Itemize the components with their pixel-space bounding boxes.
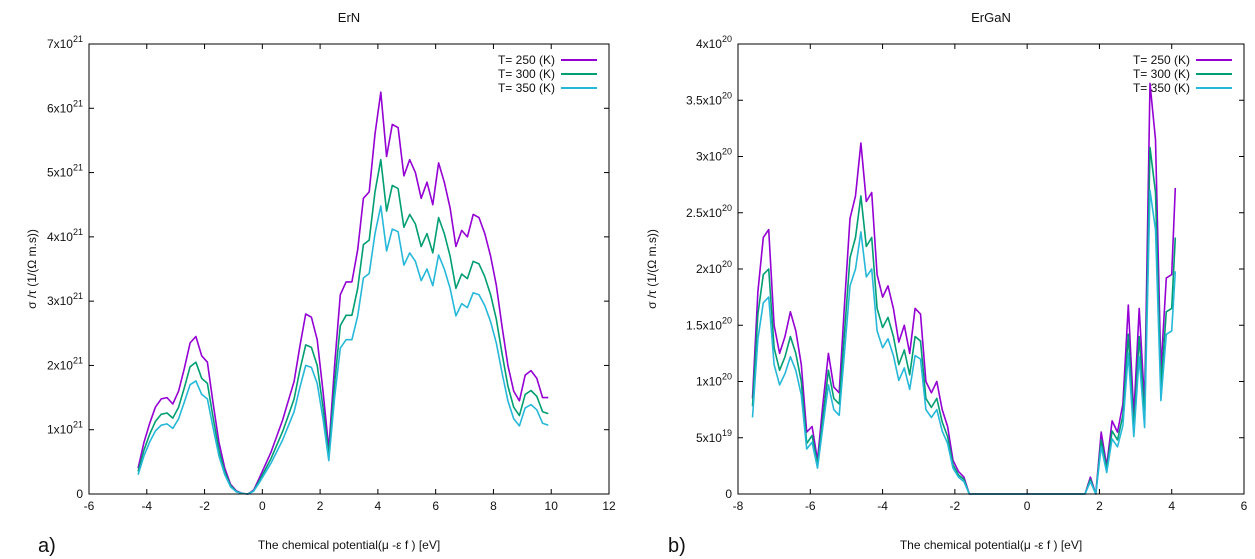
plot-frame xyxy=(88,43,610,495)
y-tick-label: 3x1021 xyxy=(47,291,83,308)
x-tick-label: -8 xyxy=(733,499,744,513)
x-axis-label: The chemical potential(μ -ε f ) [eV] xyxy=(258,538,440,552)
y-axis-label: σ /τ (1/(Ω m.s)) xyxy=(645,229,659,309)
panel-label: b) xyxy=(668,535,686,557)
chart-panel-ergan: -8 -6 -4 -2 0 2 4 6 0 5x1019 1x1020 1.5x1020 2x1020… xyxy=(645,10,1248,557)
series-line-250k xyxy=(137,91,549,495)
series-line-350k xyxy=(137,205,549,495)
series-line-250k xyxy=(751,82,1177,495)
y-tick-label: 7x1021 xyxy=(47,34,83,51)
x-tick-label: 4 xyxy=(375,499,382,513)
y-tick-label: 1x1021 xyxy=(47,420,83,437)
x-tick-label: 4 xyxy=(1168,499,1175,513)
y-tick-label: 0 xyxy=(76,487,83,501)
legend-label: T= 250 (K) xyxy=(1133,53,1190,67)
chart-title: ErGaN xyxy=(971,10,1011,25)
x-tick-label: -4 xyxy=(141,499,152,513)
y-tick-label: 5x1019 xyxy=(696,428,732,445)
x-tick-label: 8 xyxy=(490,499,497,513)
y-tick-label: 4x1021 xyxy=(47,227,83,244)
y-tick-label: 3x1020 xyxy=(696,147,732,164)
plot-area xyxy=(738,44,1244,494)
y-tick-label: 3.5x1020 xyxy=(686,90,732,107)
x-tick-label: 10 xyxy=(545,499,559,513)
x-tick-label: 2 xyxy=(1096,499,1103,513)
x-axis-label: The chemical potential(μ -ε f ) [eV] xyxy=(900,538,1082,552)
series-line-350k xyxy=(751,189,1177,495)
y-tick-label: 2x1020 xyxy=(696,259,732,276)
series-line-300k xyxy=(137,158,549,495)
legend-label: T= 350 (K) xyxy=(498,81,555,95)
y-axis-label: σ /τ (1/(Ω m.s)) xyxy=(25,229,39,309)
x-tick-label: 6 xyxy=(432,499,439,513)
plot-area xyxy=(89,44,609,494)
legend-label: T= 250 (K) xyxy=(498,53,555,67)
legend-label: T= 350 (K) xyxy=(1133,81,1190,95)
x-tick-label: -4 xyxy=(877,499,888,513)
y-tick-label: 5x1021 xyxy=(47,163,83,180)
x-tick-label: 12 xyxy=(602,499,616,513)
y-tick-label: 2x1021 xyxy=(47,355,83,372)
x-tick-label: 0 xyxy=(259,499,266,513)
y-tick-label: 1x1020 xyxy=(696,372,732,389)
panel-label: a) xyxy=(38,535,56,557)
y-tick-label: 4x1020 xyxy=(696,34,732,51)
legend: T= 250 (K)T= 300 (K)T= 350 (K) xyxy=(1133,53,1232,95)
chart-title: ErN xyxy=(338,10,360,25)
y-tick-label: 6x1021 xyxy=(47,98,83,115)
x-tick-label: 0 xyxy=(1024,499,1031,513)
chart-panel-ern: -6 -4 -2 0 2 4 6 8 10 12 0 1x1021 2x1021 3x1021 4x102… xyxy=(25,10,616,557)
x-tick-label: -2 xyxy=(199,499,210,513)
series-line-300k xyxy=(751,146,1177,495)
x-tick-label: -6 xyxy=(84,499,95,513)
x-tick-label: -6 xyxy=(805,499,816,513)
y-tick-label: 2.5x1020 xyxy=(686,203,732,220)
y-tick-label: 0 xyxy=(725,487,732,501)
legend-label: T= 300 (K) xyxy=(498,67,555,81)
legend: T= 250 (K)T= 300 (K)T= 350 (K) xyxy=(498,53,597,95)
x-tick-label: 2 xyxy=(317,499,324,513)
x-tick-label: -2 xyxy=(950,499,961,513)
y-tick-label: 1.5x1020 xyxy=(686,315,732,332)
legend-label: T= 300 (K) xyxy=(1133,67,1190,81)
x-tick-label: 6 xyxy=(1241,499,1248,513)
